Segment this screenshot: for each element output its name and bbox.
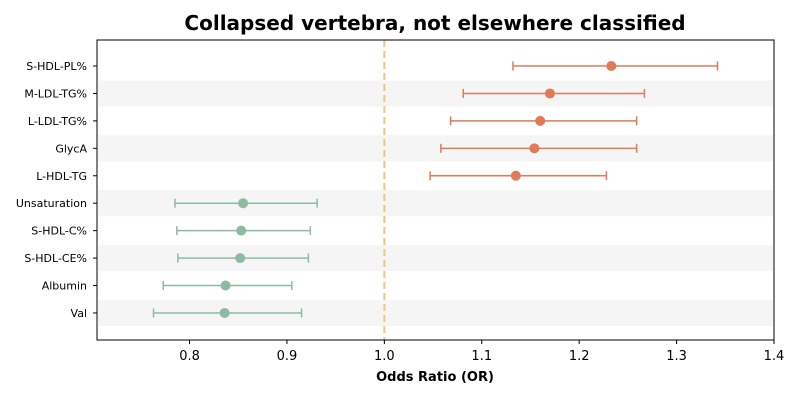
- or-point: [606, 61, 617, 71]
- y-tick-label: Val: [71, 307, 87, 320]
- y-tick-label: S-HDL-C%: [31, 225, 87, 238]
- y-tick-label: M-LDL-TG%: [24, 87, 87, 100]
- or-point: [220, 280, 231, 291]
- y-tick-label: Unsaturation: [16, 197, 87, 210]
- x-tick-label: 1.2: [569, 349, 590, 364]
- x-tick-label: 1.3: [666, 349, 687, 364]
- or-point: [544, 88, 555, 99]
- y-tick-label: S-HDL-PL%: [26, 60, 87, 73]
- y-tick-label: L-LDL-TG%: [28, 115, 87, 128]
- or-point: [535, 115, 546, 126]
- x-tick-label: 0.9: [277, 349, 298, 364]
- y-tick-label: Albumin: [42, 280, 87, 293]
- y-tick-label: GlycA: [55, 142, 87, 155]
- or-point: [219, 307, 230, 318]
- x-tick-label: 0.8: [179, 349, 200, 364]
- y-tick-label: S-HDL-CE%: [24, 252, 87, 265]
- or-point: [529, 143, 540, 154]
- or-point: [235, 253, 246, 264]
- x-axis-label: Odds Ratio (OR): [376, 370, 494, 385]
- or-point: [510, 170, 521, 181]
- x-tick-label: 1.1: [471, 349, 492, 364]
- y-axis: S-HDL-PL% M-LDL-TG% L-LDL-TG% GlycA L-HDL-TG…: [16, 60, 97, 320]
- or-point: [236, 225, 247, 236]
- y-tick-label: L-HDL-TG: [36, 170, 87, 183]
- chart-title: Collapsed vertebra, not elsewhere classi…: [184, 11, 685, 35]
- plot-area-frame: [96, 39, 775, 341]
- x-tick-label: 1.4: [764, 349, 785, 364]
- x-axis: 0.8 0.9 1.0 1.1 1.2 1.3 1.4: [179, 340, 784, 364]
- points: [219, 61, 617, 318]
- or-point: [238, 198, 249, 209]
- row-band: [98, 80, 773, 107]
- x-tick-label: 1.0: [374, 349, 395, 364]
- row-band: [98, 135, 773, 162]
